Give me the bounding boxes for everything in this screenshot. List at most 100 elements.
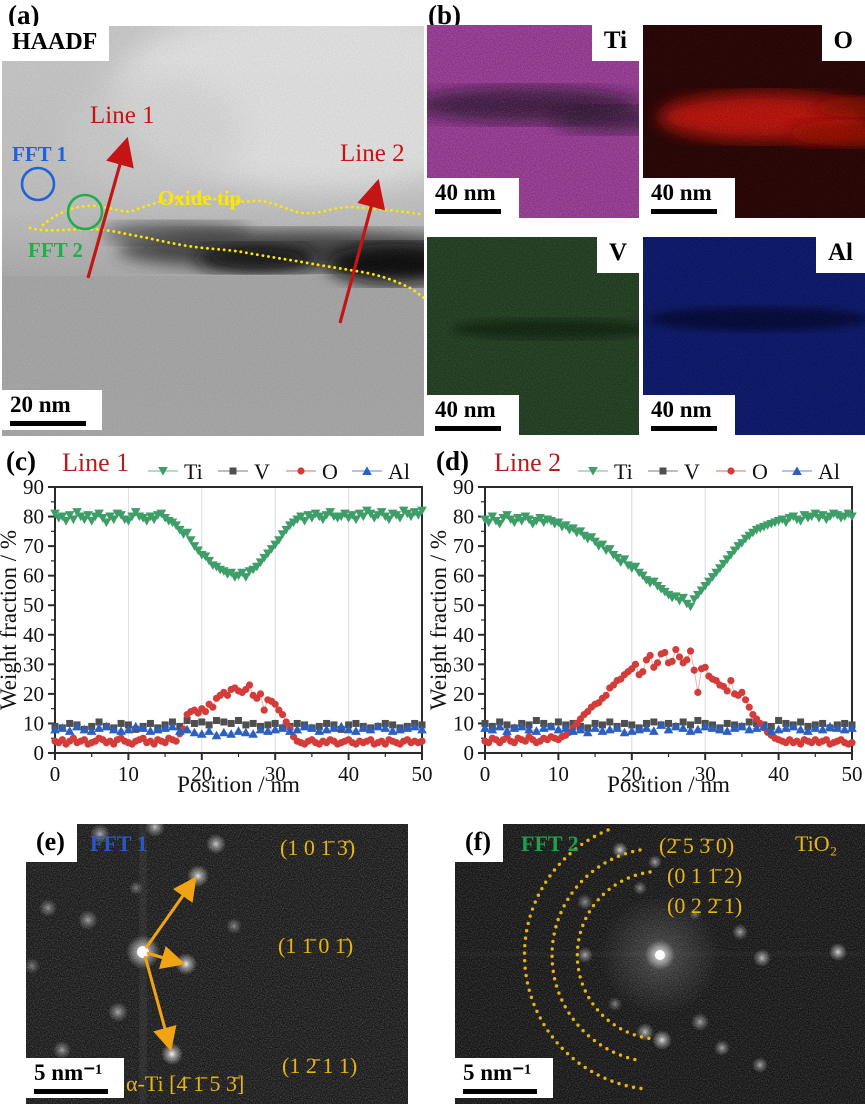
map-o-label: O	[821, 25, 865, 61]
panel-a-haadf-image: HAADF FFT 1 FFT 2 Line 1 Line 2 Oxide ti…	[2, 26, 424, 436]
svg-text:Weight fraction / %: Weight fraction / %	[430, 530, 451, 710]
svg-text:30: 30	[23, 652, 44, 676]
map-al-scalebar-line	[651, 426, 717, 431]
svg-text:20: 20	[191, 762, 212, 786]
map-v-scalebar-line	[435, 426, 501, 431]
map-v-scalebar: 40 nm	[427, 395, 519, 435]
svg-text:0: 0	[50, 762, 61, 786]
map-v-scalebar-text: 40 nm	[435, 397, 496, 422]
svg-text:40: 40	[768, 762, 789, 786]
ring-2530-arc	[522, 828, 647, 1091]
svg-text:50: 50	[23, 593, 44, 617]
map-v-label: V	[596, 237, 639, 273]
svg-text:Al: Al	[818, 459, 840, 484]
line2-chart: 0 10 20 30 40 50 0 10 20 30 40 50 60 70 80 90 Position /…	[430, 459, 863, 797]
chart-line2-title: Line 2	[494, 448, 562, 477]
panel-d-label: (d)	[436, 446, 469, 476]
svg-text:80: 80	[453, 505, 474, 529]
svg-text:60: 60	[453, 564, 474, 588]
svg-text:60: 60	[23, 564, 44, 588]
svg-text:20: 20	[621, 762, 642, 786]
map-ti-scalebar-line	[435, 209, 501, 214]
oxide-outline-bottom	[28, 226, 424, 300]
fft1-arrow-3	[143, 955, 177, 1052]
legend-entry-O: O	[716, 459, 768, 484]
panel-a-scalebar-line	[10, 421, 86, 426]
svg-text:Position / nm: Position / nm	[177, 772, 300, 797]
svg-text:90: 90	[23, 475, 44, 499]
haadf-image-graphic	[2, 26, 424, 436]
fft1-title: FFT 1	[90, 831, 148, 856]
svg-text:Ti: Ti	[184, 459, 203, 484]
svg-text:10: 10	[23, 711, 44, 735]
ring-0112-arc	[550, 848, 642, 1062]
ring-0112-label: (0 1 1̄ 2)	[667, 863, 743, 888]
oxide-tip-annotation: Oxide tip	[158, 186, 242, 210]
panel-a-scalebar: 20 nm	[2, 390, 102, 430]
svg-text:Ti: Ti	[614, 459, 633, 484]
svg-text:40: 40	[453, 623, 474, 647]
reflection-1101: (1 1̄ 0 1̄)	[278, 933, 354, 958]
line1-arrow	[86, 136, 134, 279]
haadf-tag: HAADF	[2, 26, 110, 61]
map-ti-label: Ti	[591, 25, 639, 61]
panel-f-fft2-image: (f) FFT 2 (2̄ 5 3̄ 0) (0 1 1̄ 2) (0 2 2̄…	[455, 824, 865, 1104]
panel-a-label: (a)	[8, 0, 40, 30]
fft1-pattern-graphic	[26, 824, 408, 1104]
eds-map-o: O 40 nm	[643, 25, 865, 218]
svg-text:50: 50	[842, 762, 863, 786]
fft1-arrow-1	[144, 876, 197, 949]
svg-text:Position / nm: Position / nm	[607, 772, 730, 797]
svg-text:O: O	[322, 459, 338, 484]
ring-0221-arc	[575, 870, 657, 1041]
fft2-pattern-graphic	[455, 824, 865, 1104]
reflection-1013: (1 0 1̄ 3̄)	[280, 835, 356, 860]
map-o-scalebar: 40 nm	[643, 178, 735, 218]
panel-f-label: (f)	[455, 824, 503, 862]
panel-e-fft1-image: (e) FFT 1 (1 0 1̄ 3̄) (1 1̄ 0 1̄) (1 2̄ …	[26, 824, 408, 1104]
zone-axis-label: α-Ti [4̄ 1̄ 5 3̄]	[126, 1071, 245, 1096]
line1-annotation: Line 1	[90, 102, 155, 129]
legend-entry-V: V	[648, 459, 700, 484]
svg-text:Al: Al	[388, 459, 410, 484]
chart-line1-title: Line 1	[62, 448, 130, 477]
eds-map-ti: Ti 40 nm	[427, 25, 639, 218]
svg-text:20: 20	[23, 682, 44, 706]
legend-entry-O: O	[286, 459, 338, 484]
svg-text:90: 90	[453, 475, 474, 499]
panel-a-scalebar-text: 20 nm	[10, 392, 71, 417]
svg-text:40: 40	[23, 623, 44, 647]
legend-entry-Ti: Ti	[578, 459, 633, 484]
fft1-region-circle	[20, 166, 56, 202]
panel-f-scalebar-text: 5 nm⁻¹	[463, 1060, 532, 1085]
svg-text:70: 70	[453, 534, 474, 558]
svg-text:0: 0	[464, 741, 475, 765]
ring-0221-label: (0 2 2̄ 1)	[667, 893, 743, 918]
legend-entry-Al: Al	[352, 459, 410, 484]
map-ti-scalebar-text: 40 nm	[435, 180, 496, 205]
svg-text:30: 30	[453, 652, 474, 676]
svg-text:40: 40	[338, 762, 359, 786]
svg-text:10: 10	[548, 762, 569, 786]
fft1-arrow-2	[146, 945, 186, 970]
map-ti-scalebar: 40 nm	[427, 178, 519, 218]
line2-annotation: Line 2	[340, 140, 405, 167]
fft1-annotation: FFT 1	[12, 142, 68, 166]
panel-e-label: (e)	[26, 824, 77, 862]
phase-label-tio2: TiO₂	[795, 831, 838, 856]
svg-text:10: 10	[118, 762, 139, 786]
panel-f-scalebar: 5 nm⁻¹	[455, 1058, 553, 1098]
reflection-1211: (1 2̄ 1 1)	[282, 1053, 358, 1078]
panel-e-scalebar-line	[34, 1089, 108, 1094]
panel-e-scalebar: 5 nm⁻¹	[26, 1058, 124, 1098]
svg-text:70: 70	[23, 534, 44, 558]
panel-f-scalebar-line	[463, 1089, 537, 1094]
svg-text:V: V	[684, 459, 700, 484]
map-al-scalebar: 40 nm	[643, 395, 735, 435]
map-al-scalebar-text: 40 nm	[651, 397, 712, 422]
svg-text:10: 10	[453, 711, 474, 735]
legend-entry-Ti: Ti	[148, 459, 203, 484]
svg-text:20: 20	[453, 682, 474, 706]
map-al-label: Al	[816, 237, 865, 273]
